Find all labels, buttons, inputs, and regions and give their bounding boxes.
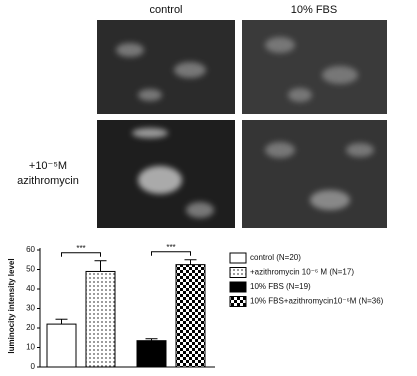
y-tick-label: 40 (26, 284, 35, 293)
y-tick-label: 30 (26, 304, 35, 313)
y-tick-label: 60 (26, 245, 35, 254)
legend-label: 10% FBS (N=19) (250, 282, 311, 291)
legend-label: +azithromycin 10⁻⁶ M (N=17) (250, 268, 354, 277)
y-tick-label: 0 (31, 362, 36, 371)
y-tick-label: 50 (26, 265, 35, 274)
significance-bracket (61, 252, 101, 257)
legend-swatch (229, 267, 247, 278)
significance-bracket (151, 251, 191, 256)
column-label: 10% FBS (291, 4, 337, 16)
micrographs (97, 20, 387, 228)
legend-swatch (229, 281, 247, 293)
column-label: control (149, 4, 182, 16)
bar (175, 264, 206, 368)
y-tick-label: 10 (26, 343, 35, 352)
legend-swatch (229, 296, 247, 307)
row-label: azithromycin (17, 175, 79, 187)
row-label: +10⁻⁵M (29, 160, 67, 172)
bar (46, 323, 77, 368)
y-axis-label: luminocity intensity level (7, 258, 16, 353)
y-tick-label: 20 (26, 323, 35, 332)
bar (85, 270, 116, 368)
legend-label: control (N=20) (250, 253, 301, 262)
significance-label: *** (166, 243, 175, 252)
legend-label: 10% FBS+azithromycin10⁻⁶M (N=36) (250, 297, 384, 306)
significance-label: *** (76, 244, 85, 253)
legend-swatch (229, 252, 247, 264)
bar (136, 340, 167, 368)
